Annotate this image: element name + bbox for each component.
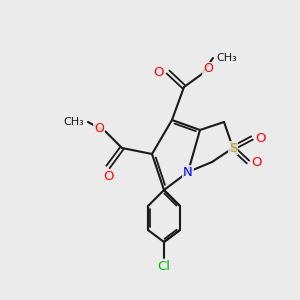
Text: N: N	[183, 166, 193, 178]
Text: O: O	[255, 131, 265, 145]
Text: S: S	[229, 142, 237, 154]
Text: CH₃: CH₃	[64, 117, 84, 127]
Text: O: O	[94, 122, 104, 136]
Text: O: O	[203, 62, 213, 76]
Text: O: O	[154, 65, 164, 79]
Text: O: O	[103, 169, 113, 182]
Text: O: O	[251, 155, 261, 169]
Text: CH₃: CH₃	[217, 53, 237, 63]
Text: Cl: Cl	[158, 260, 170, 274]
